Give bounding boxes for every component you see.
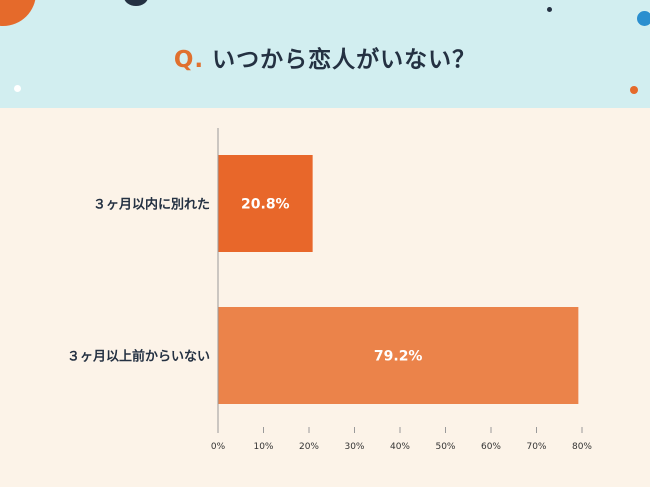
category-label-2: ３ヶ月以上前からいない xyxy=(67,349,210,365)
header-banner: Q. いつから恋人がいない？ xyxy=(0,0,650,108)
decor-dot-white xyxy=(14,85,21,92)
x-tick-label-30: 30% xyxy=(344,442,364,452)
x-tick-label-70: 70% xyxy=(526,442,546,452)
x-tick-label-60: 60% xyxy=(481,442,501,452)
x-tick-label-10: 10% xyxy=(253,442,273,452)
bar-value-label-1: 20.8% xyxy=(241,197,290,213)
bar-value-label-2: 79.2% xyxy=(374,349,423,365)
decor-dot-orange xyxy=(630,86,638,94)
x-tick-label-20: 20% xyxy=(299,442,319,452)
decor-dot-dark xyxy=(547,7,552,12)
decor-circle-navy xyxy=(124,0,148,6)
page-title: Q. いつから恋人がいない？ xyxy=(0,40,650,74)
bar-1 xyxy=(218,155,313,252)
question-marker: Q. xyxy=(173,47,205,73)
category-label-1: ３ヶ月以内に別れた xyxy=(93,197,210,213)
bar-2 xyxy=(218,307,579,404)
decor-circle-blue xyxy=(637,11,650,26)
x-tick-label-0: 0% xyxy=(211,442,226,452)
x-tick-label-40: 40% xyxy=(390,442,410,452)
x-tick-label-80: 80% xyxy=(572,442,592,452)
x-tick-label-50: 50% xyxy=(435,442,455,452)
question-text: いつから恋人がいない？ xyxy=(212,47,477,73)
